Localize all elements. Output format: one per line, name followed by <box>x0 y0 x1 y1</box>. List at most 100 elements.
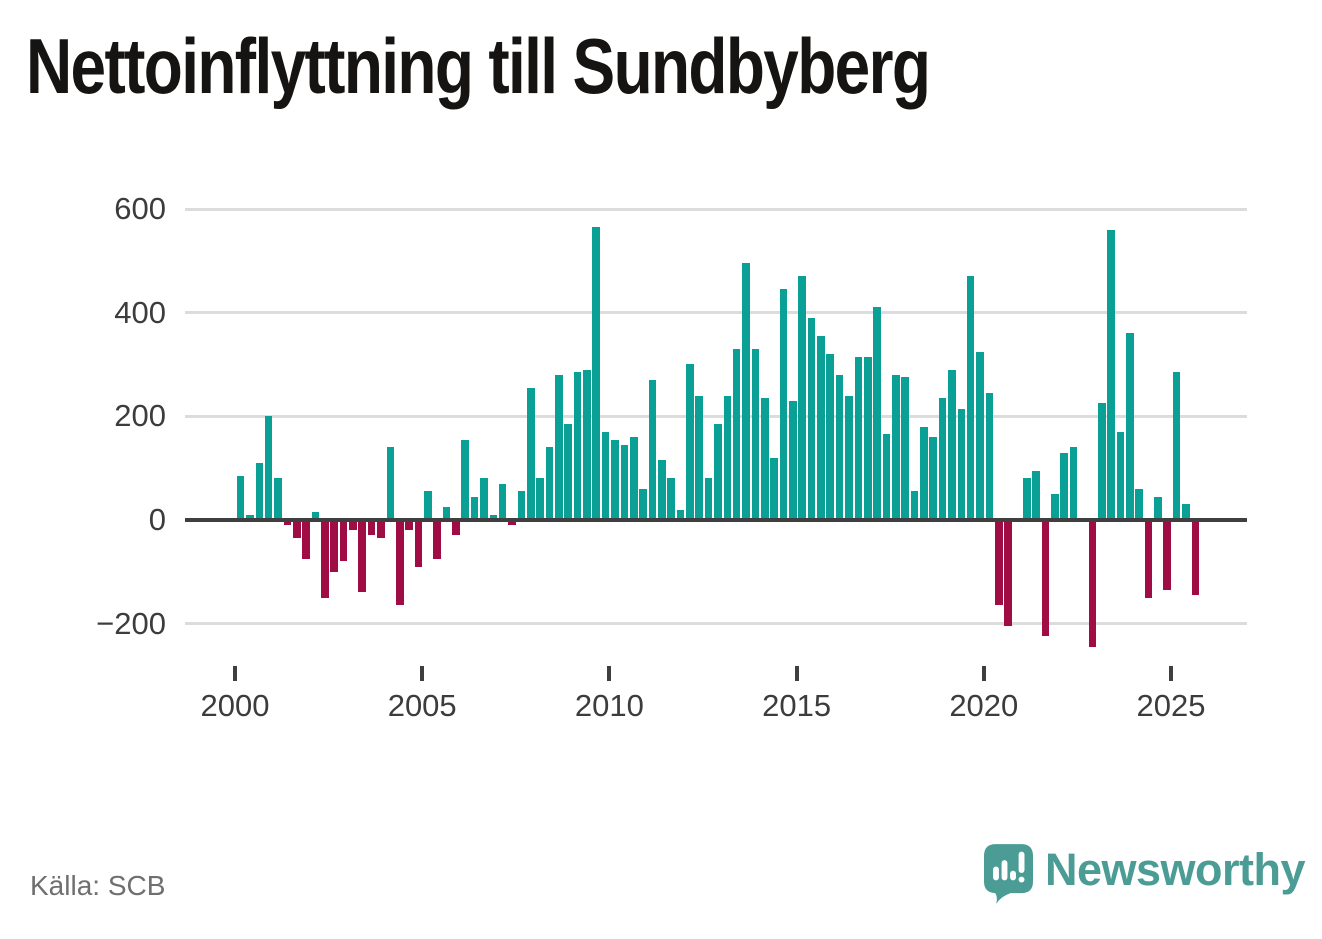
x-axis-label-2005: 2005 <box>387 688 457 723</box>
bar-2009-q4 <box>601 431 610 520</box>
gridline-600 <box>185 207 1247 211</box>
y-axis-label-0: 0 <box>148 501 166 537</box>
bar-2011-q3 <box>667 478 675 520</box>
x-axis-label-2015: 2015 <box>762 688 832 723</box>
bar-2024-q4 <box>1163 519 1172 590</box>
gridline-200 <box>185 414 1247 418</box>
chart-title: Nettoinflyttning till Sundbyberg <box>26 22 931 110</box>
bar-2023-q1 <box>1097 403 1106 520</box>
bar-2022-q4 <box>1088 519 1097 647</box>
bar-2021-q3 <box>1041 519 1050 637</box>
bar-2007-q2 <box>508 519 516 526</box>
x-tick-2010 <box>607 666 612 681</box>
bar-2011-q4 <box>676 509 685 520</box>
bar-2018-q1 <box>910 491 919 520</box>
bar-2000-q2 <box>246 514 254 520</box>
bar-2008-q3 <box>555 374 563 520</box>
y-axis-label-600: 600 <box>114 191 166 227</box>
bar-2004-q3 <box>405 519 413 531</box>
x-axis-label-2010: 2010 <box>574 688 644 723</box>
bar-2025-q2 <box>1182 504 1190 520</box>
bar-2022-q1 <box>1060 452 1069 520</box>
bar-2019-q4 <box>976 351 984 520</box>
bar-2010-q3 <box>629 436 638 520</box>
gridline--200 <box>185 622 1247 626</box>
logo-bar-medium <box>993 866 999 881</box>
bar-2008-q1 <box>536 478 544 520</box>
bar-2018-q2 <box>920 426 928 520</box>
x-axis-label-2000: 2000 <box>200 688 270 723</box>
bar-2001-q4 <box>302 519 310 559</box>
bar-2001-q2 <box>283 519 292 526</box>
bar-2024-q2 <box>1144 519 1153 598</box>
bar-2012-q4 <box>714 424 722 520</box>
bar-2007-q3 <box>517 491 526 520</box>
bar-2014-q4 <box>789 400 797 520</box>
x-axis-label-2020: 2020 <box>949 688 1019 723</box>
logo-exclamation-dot <box>1018 876 1025 883</box>
bar-2001-q1 <box>274 478 282 520</box>
y-axis-label-200: 200 <box>114 398 166 434</box>
x-tick-2025 <box>1169 666 1173 681</box>
logo-bar-tall <box>1001 860 1008 881</box>
x-axis-label-2025: 2025 <box>1136 688 1206 723</box>
bar-2011-q2 <box>658 460 666 520</box>
bar-2003-q2 <box>358 519 367 593</box>
bar-2016-q4 <box>863 356 872 520</box>
bar-2010-q4 <box>639 488 647 520</box>
bar-2023-q2 <box>1107 229 1115 520</box>
bar-2018-q3 <box>929 436 938 520</box>
logo-exclamation-stem <box>1018 851 1025 873</box>
newsworthy-logo: Newsworthy <box>984 844 1306 904</box>
bar-2021-q1 <box>1023 478 1031 520</box>
bar-2021-q4 <box>1051 493 1059 520</box>
bar-2020-q1 <box>985 392 994 520</box>
bar-2005-q3 <box>442 506 451 520</box>
bar-2004-q4 <box>414 519 423 567</box>
bar-2025-q1 <box>1172 372 1181 520</box>
zero-axis-line <box>185 517 1247 522</box>
bar-2000-q3 <box>255 462 264 520</box>
bar-2006-q1 <box>461 439 470 520</box>
bar-2024-q3 <box>1154 496 1162 520</box>
bar-2012-q3 <box>704 478 713 520</box>
bar-2004-q1 <box>386 447 395 520</box>
bar-2019-q1 <box>948 369 956 520</box>
bar-2005-q2 <box>433 519 441 559</box>
bar-2009-q2 <box>583 369 591 520</box>
bar-2010-q2 <box>620 444 629 520</box>
bar-2013-q4 <box>751 348 760 520</box>
bar-2004-q2 <box>395 519 404 606</box>
bar-2001-q3 <box>292 519 301 539</box>
bar-2012-q2 <box>695 395 704 520</box>
bar-2006-q2 <box>470 496 479 520</box>
bar-2023-q3 <box>1116 431 1125 520</box>
bar-2015-q1 <box>798 276 806 520</box>
bar-2006-q4 <box>489 514 498 520</box>
bar-2017-q1 <box>873 307 881 520</box>
bar-2019-q3 <box>966 276 975 520</box>
bar-2016-q1 <box>835 374 844 520</box>
bar-2003-q3 <box>367 519 376 536</box>
bar-2012-q1 <box>686 364 694 520</box>
brand-name: Newsworthy <box>1045 844 1306 895</box>
bar-2015-q4 <box>826 354 835 520</box>
bar-2011-q1 <box>648 380 657 520</box>
x-tick-2005 <box>420 666 425 681</box>
bar-2014-q2 <box>770 457 778 520</box>
bar-2021-q2 <box>1032 470 1040 520</box>
bar-2003-q4 <box>377 519 385 539</box>
x-tick-2020 <box>981 666 986 681</box>
bar-2013-q2 <box>732 348 741 520</box>
gridline-400 <box>185 311 1247 315</box>
bar-2022-q2 <box>1069 447 1078 520</box>
bar-2017-q3 <box>892 374 900 520</box>
bar-2009-q3 <box>592 227 601 520</box>
bar-2002-q4 <box>339 519 348 562</box>
bar-2002-q2 <box>321 519 329 598</box>
bar-2014-q3 <box>779 289 788 520</box>
bar-2010-q1 <box>611 439 619 520</box>
logo-bar-short <box>1010 870 1016 881</box>
bar-2007-q4 <box>526 387 535 520</box>
